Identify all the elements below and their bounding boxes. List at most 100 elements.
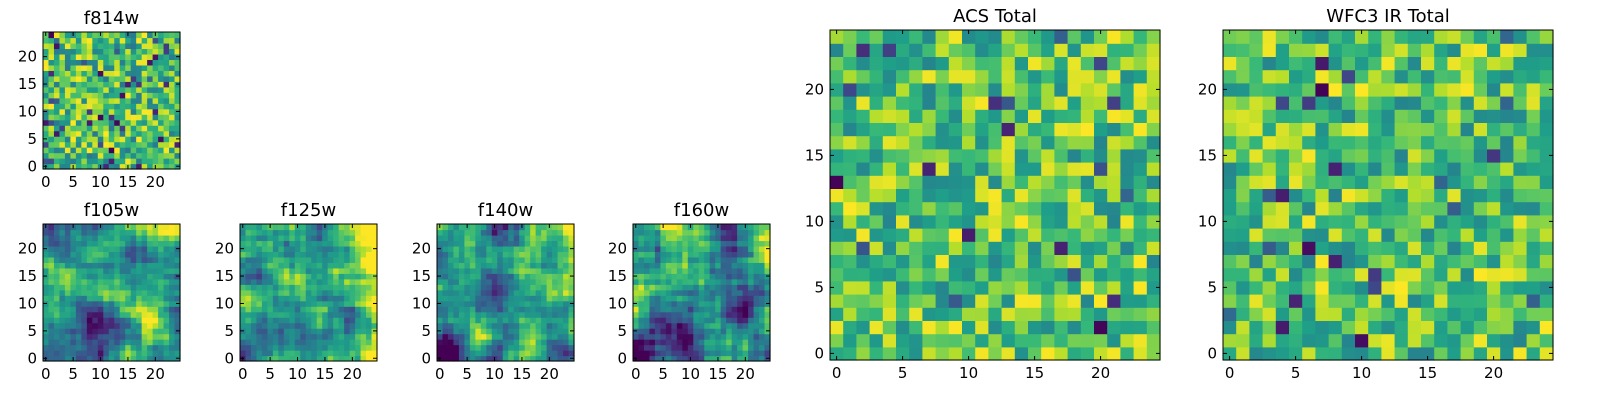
heatmap-cell [1289, 267, 1303, 282]
heatmap-cell [136, 163, 143, 170]
heatmap-cell [92, 229, 99, 236]
heatmap-cell [289, 322, 296, 329]
heatmap-cell [665, 229, 672, 236]
heatmap-cell [174, 125, 181, 132]
heatmap-cell [830, 280, 844, 295]
heatmap-cell [909, 333, 923, 348]
heatmap-cell [748, 251, 755, 258]
heatmap-cell [563, 311, 570, 318]
heatmap-cell [693, 339, 700, 346]
heatmap-cell [59, 300, 66, 307]
heatmap-cell [53, 322, 61, 329]
heatmap-cell [114, 147, 121, 154]
heatmap-cell [935, 228, 950, 242]
y-tick-label: 15 [608, 267, 627, 285]
heatmap-cell [1120, 214, 1135, 229]
heatmap-cell [480, 295, 487, 302]
heatmap-cell [1067, 162, 1082, 176]
heatmap-cell [64, 42, 71, 50]
heatmap-cell [305, 333, 312, 340]
heatmap-cell [92, 350, 99, 357]
heatmap-cell [64, 234, 71, 242]
heatmap-cell [355, 328, 362, 335]
heatmap-cell [1236, 201, 1250, 216]
heatmap-cell [1513, 307, 1528, 321]
heatmap-cell [1080, 56, 1095, 71]
heatmap-cell [1355, 280, 1369, 295]
heatmap-cell [1289, 280, 1303, 295]
heatmap-cell [962, 175, 976, 189]
heatmap-cell [136, 86, 143, 93]
heatmap-cell [469, 245, 476, 252]
heatmap-cell [1302, 214, 1316, 229]
heatmap-cell [305, 311, 312, 318]
x-tick-label: 10 [681, 365, 700, 383]
heatmap-cell [524, 251, 531, 258]
heatmap-cell [1289, 320, 1303, 335]
heatmap-cell [1447, 96, 1462, 110]
heatmap-cell [1460, 241, 1475, 255]
heatmap-cell [830, 228, 844, 242]
axes-frame [1222, 29, 1554, 361]
heatmap-cell [103, 114, 110, 121]
heatmap-cell [130, 339, 137, 346]
heatmap-cell [1080, 307, 1095, 321]
heatmap-cell [1107, 307, 1121, 321]
heatmap-cell [114, 251, 121, 258]
heatmap-cell [638, 224, 645, 231]
heatmap-cell [147, 317, 154, 324]
heatmap-cell [552, 333, 559, 340]
heatmap-cell [316, 344, 323, 351]
heatmap-cell [48, 245, 55, 252]
heatmap-cell [654, 355, 661, 362]
heatmap-cell [988, 56, 1003, 71]
heatmap-cell [856, 294, 871, 308]
heatmap-cell [360, 262, 367, 269]
heatmap-cell [163, 103, 170, 110]
heatmap-cell [896, 109, 910, 123]
heatmap-cell [81, 311, 88, 318]
heatmap-cell [671, 350, 678, 357]
heatmap-cell [158, 70, 165, 77]
heatmap-cell [43, 48, 50, 55]
heatmap-cell [1381, 56, 1396, 71]
heatmap-cell [687, 240, 694, 247]
heatmap-cell [278, 273, 285, 280]
heatmap-cell [1275, 69, 1290, 84]
heatmap-cell [742, 295, 749, 302]
heatmap-cell [437, 251, 444, 258]
heatmap-cell [86, 152, 93, 159]
heatmap-cell [1500, 280, 1514, 295]
heatmap-cell [530, 333, 537, 340]
heatmap-cell [535, 273, 542, 280]
heatmap-cell [1289, 162, 1303, 176]
heatmap-cell [1381, 294, 1396, 308]
heatmap-cell [1328, 346, 1343, 361]
heatmap-cell [366, 322, 373, 329]
heatmap-cell [742, 344, 749, 351]
heatmap-cell [360, 289, 367, 296]
heatmap-cell [108, 322, 115, 329]
heatmap-cell [843, 214, 857, 229]
heatmap-cell [519, 322, 526, 329]
heatmap-cell [1133, 43, 1148, 57]
heatmap-cell [988, 201, 1003, 216]
heatmap-cell [464, 306, 471, 313]
heatmap-cell [97, 75, 104, 82]
heatmap-cell [92, 37, 99, 44]
heatmap-cell [86, 278, 93, 285]
heatmap-cell [108, 114, 115, 121]
heatmap-cell [366, 284, 373, 291]
heatmap-cell [114, 333, 121, 340]
heatmap-cell [152, 328, 159, 335]
heatmap-cell [147, 224, 154, 231]
heatmap-cell [649, 245, 656, 252]
heatmap-cell [1120, 56, 1135, 71]
heatmap-cell [136, 37, 143, 44]
heatmap-cell [322, 234, 329, 242]
heatmap-cell [256, 311, 263, 318]
heatmap-cell [737, 317, 744, 324]
heatmap-cell [687, 234, 694, 242]
heatmap-cell [103, 70, 110, 77]
heatmap-cell [698, 273, 705, 280]
